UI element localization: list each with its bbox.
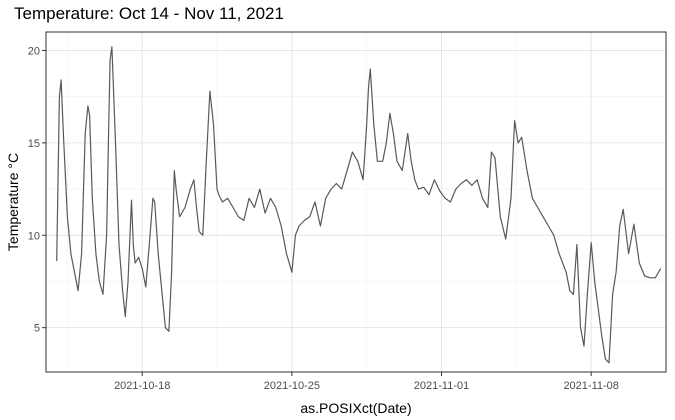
x-axis-title: as.POSIXct(Date): [300, 400, 411, 416]
temperature-series-line: [56, 46, 662, 364]
y-axis: 5 10 15 20: [28, 45, 46, 335]
panel-border: [45, 31, 667, 373]
x-tick-label: 2021-11-08: [563, 380, 618, 392]
y-tick-label: 15: [28, 138, 40, 150]
x-tick-label: 2021-10-18: [114, 380, 170, 392]
major-gridlines: [46, 32, 666, 372]
chart-title: Temperature: Oct 14 - Nov 11, 2021: [14, 4, 284, 23]
y-tick-label: 5: [34, 323, 40, 335]
x-tick-label: 2021-10-25: [264, 380, 320, 392]
y-axis-title: Temperature °C: [5, 153, 21, 251]
y-tick-label: 10: [28, 230, 40, 242]
minor-gridlines: [46, 32, 667, 372]
x-axis: 2021-10-18 2021-10-25 2021-11-01 2021-11-08: [114, 372, 619, 392]
x-tick-label: 2021-11-01: [414, 380, 469, 392]
y-tick-label: 20: [28, 45, 40, 57]
